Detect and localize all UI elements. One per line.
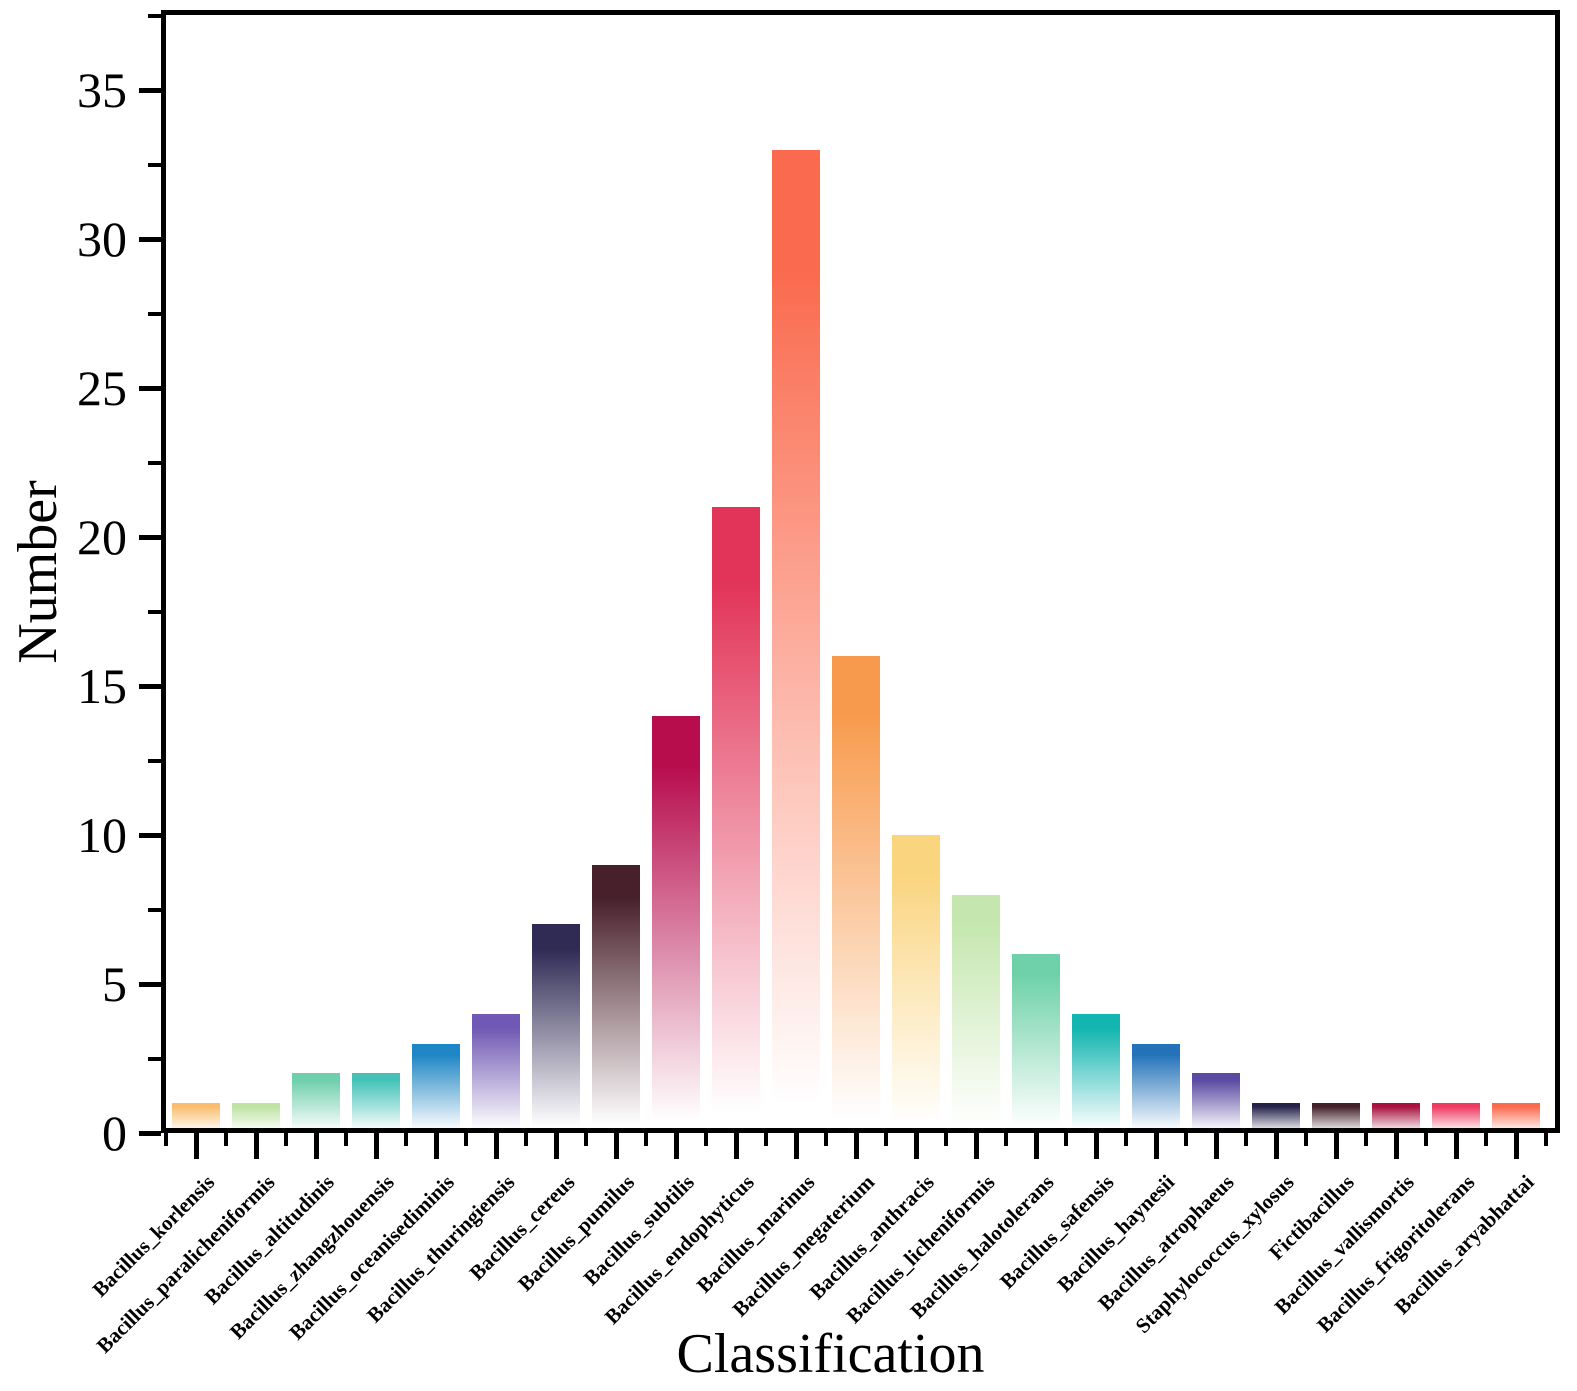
x-minor-tick	[824, 1133, 828, 1146]
bar	[832, 656, 880, 1133]
x-minor-tick	[464, 1133, 468, 1146]
y-major-tick	[139, 832, 161, 838]
y-major-tick	[139, 534, 161, 540]
x-major-tick	[853, 1133, 859, 1159]
x-minor-tick	[524, 1133, 528, 1146]
x-minor-tick	[1184, 1133, 1188, 1146]
bar	[532, 924, 580, 1133]
x-minor-tick	[584, 1133, 588, 1146]
x-minor-tick	[1424, 1133, 1428, 1146]
y-minor-tick	[148, 758, 161, 763]
y-tick-label: 25	[77, 360, 127, 416]
x-major-tick	[613, 1133, 619, 1159]
x-major-tick	[493, 1133, 499, 1159]
axis-spine-left	[161, 10, 166, 1133]
x-major-tick	[253, 1133, 259, 1159]
bar	[712, 507, 760, 1133]
y-minor-tick	[148, 1056, 161, 1061]
y-minor-tick	[148, 311, 161, 316]
axis-spine-bottom	[161, 1128, 1560, 1133]
y-minor-tick	[148, 13, 161, 18]
x-major-tick	[193, 1133, 199, 1159]
x-minor-tick	[1004, 1133, 1008, 1146]
y-major-tick	[139, 1130, 161, 1136]
bar	[412, 1044, 460, 1133]
axis-spine-top	[161, 10, 1560, 15]
y-minor-tick	[148, 907, 161, 912]
x-minor-tick	[884, 1133, 888, 1146]
x-major-tick	[433, 1133, 439, 1159]
x-major-tick	[1033, 1133, 1039, 1159]
y-minor-tick	[148, 460, 161, 465]
x-major-tick	[313, 1133, 319, 1159]
x-minor-tick	[284, 1133, 288, 1146]
bar	[652, 716, 700, 1133]
y-major-tick	[139, 385, 161, 391]
bar	[892, 835, 940, 1133]
y-tick-label: 35	[77, 62, 127, 118]
x-minor-tick	[1484, 1133, 1488, 1146]
x-major-tick	[553, 1133, 559, 1159]
x-major-tick	[973, 1133, 979, 1159]
x-major-tick	[1513, 1133, 1519, 1159]
bar	[1192, 1073, 1240, 1133]
bar	[772, 150, 820, 1133]
y-tick-label: 30	[77, 211, 127, 267]
bar	[1012, 954, 1060, 1133]
y-tick-label: 20	[77, 509, 127, 565]
x-minor-tick	[1304, 1133, 1308, 1146]
y-tick-label: 0	[102, 1105, 127, 1161]
bar	[1132, 1044, 1180, 1133]
x-major-tick	[1213, 1133, 1219, 1159]
y-major-tick	[139, 236, 161, 242]
bar	[952, 895, 1000, 1133]
x-minor-tick	[944, 1133, 948, 1146]
x-minor-tick	[704, 1133, 708, 1146]
x-minor-tick	[1544, 1133, 1548, 1146]
x-minor-tick	[1244, 1133, 1248, 1146]
x-major-tick	[373, 1133, 379, 1159]
y-major-tick	[139, 683, 161, 689]
bar	[472, 1014, 520, 1133]
axis-spine-right	[1555, 10, 1560, 1133]
bar	[592, 865, 640, 1133]
x-major-tick	[1333, 1133, 1339, 1159]
x-major-tick	[1273, 1133, 1279, 1159]
bar	[352, 1073, 400, 1133]
y-tick-label: 15	[77, 658, 127, 714]
y-major-tick	[139, 981, 161, 987]
x-major-tick	[1393, 1133, 1399, 1159]
x-major-tick	[673, 1133, 679, 1159]
x-minor-tick	[1064, 1133, 1068, 1146]
x-major-tick	[1093, 1133, 1099, 1159]
x-axis-title: Classification	[676, 1323, 985, 1385]
y-tick-label: 10	[77, 807, 127, 863]
x-major-tick	[793, 1133, 799, 1159]
x-major-tick	[1453, 1133, 1459, 1159]
x-minor-tick	[344, 1133, 348, 1146]
y-tick-label: 5	[102, 956, 127, 1012]
x-minor-tick	[1124, 1133, 1128, 1146]
bar	[1072, 1014, 1120, 1133]
y-major-tick	[139, 87, 161, 93]
x-minor-tick	[644, 1133, 648, 1146]
bar	[292, 1073, 340, 1133]
x-minor-tick	[164, 1133, 168, 1146]
x-minor-tick	[1364, 1133, 1368, 1146]
x-minor-tick	[764, 1133, 768, 1146]
x-minor-tick	[224, 1133, 228, 1146]
y-minor-tick	[148, 162, 161, 167]
x-minor-tick	[404, 1133, 408, 1146]
x-major-tick	[1153, 1133, 1159, 1159]
x-major-tick	[733, 1133, 739, 1159]
plot-area	[161, 10, 1560, 1133]
y-minor-tick	[148, 609, 161, 614]
x-major-tick	[913, 1133, 919, 1159]
